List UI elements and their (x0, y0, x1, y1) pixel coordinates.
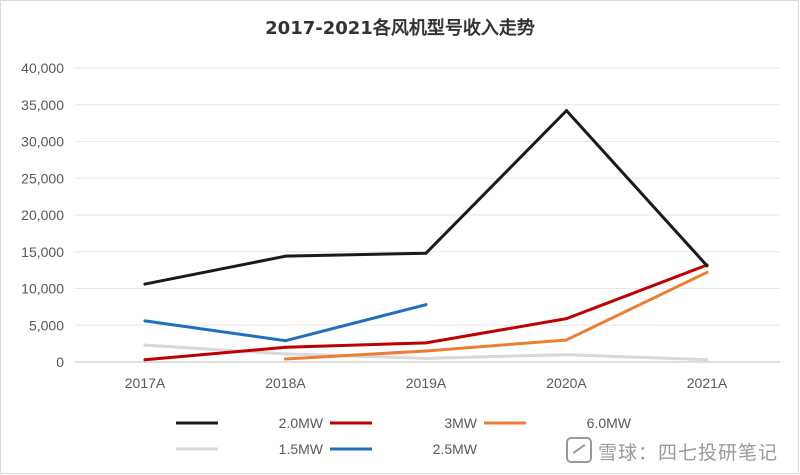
y-tick-label: 20,000 (21, 207, 64, 223)
chart-title: 2017-2021各风机型号收入走势 (265, 18, 535, 39)
data-point (424, 251, 428, 255)
data-point (284, 352, 287, 356)
data-point (143, 343, 147, 347)
legend-label: 6.0MW (587, 415, 632, 431)
y-tick-label: 10,000 (21, 281, 64, 297)
x-tick-label: 2021A (687, 375, 728, 391)
data-point (143, 282, 147, 286)
xueqiu-logo-icon (565, 437, 592, 463)
data-point (284, 345, 287, 349)
data-point (565, 317, 568, 321)
data-point (565, 109, 568, 113)
y-tick-label: 40,000 (21, 60, 64, 76)
x-tick-label: 2018A (265, 375, 306, 391)
gridlines (75, 67, 780, 363)
data-point (565, 338, 568, 342)
data-point (565, 353, 568, 357)
y-tick-label: 35,000 (21, 97, 64, 113)
watermark-text: 雪球：四七投研笔记 (597, 442, 778, 464)
legend: 2.0MW 3MW 6.0MW 1.5MW 2.5MW (176, 415, 632, 457)
data-point (143, 358, 147, 362)
legend-label: 2.0MW (279, 415, 324, 431)
data-point (143, 319, 147, 323)
data-point (705, 358, 709, 362)
data-point (284, 339, 287, 343)
legend-label: 3MW (444, 415, 477, 431)
x-tick-label: 2020A (546, 375, 587, 391)
data-point (284, 254, 287, 258)
x-tick-label: 2019A (406, 375, 447, 391)
series-line-2-5mw (143, 303, 428, 343)
data-point (424, 303, 428, 307)
data-point (424, 349, 428, 353)
series-lines (143, 109, 709, 362)
y-tick-label: 15,000 (21, 244, 64, 260)
legend-label: 1.5MW (279, 441, 324, 457)
series-line-6-0mw (284, 270, 709, 361)
y-tick-label: 0 (56, 354, 64, 370)
legend-label: 2.5MW (433, 441, 478, 457)
data-point (424, 341, 428, 345)
y-tick-label: 5,000 (29, 317, 64, 333)
series-line-2-0mw (143, 109, 709, 286)
data-point (705, 264, 709, 268)
data-point (284, 357, 287, 361)
x-tick-label: 2017A (125, 375, 166, 391)
data-point (424, 356, 428, 360)
y-tick-label: 25,000 (21, 170, 64, 186)
watermark: 雪球：四七投研笔记 (565, 437, 778, 465)
data-point (705, 270, 709, 274)
axes: 0 5,000 10,000 15,000 20,000 25,000 30,000 35,0… (21, 60, 728, 391)
y-tick-label: 30,000 (21, 134, 64, 150)
